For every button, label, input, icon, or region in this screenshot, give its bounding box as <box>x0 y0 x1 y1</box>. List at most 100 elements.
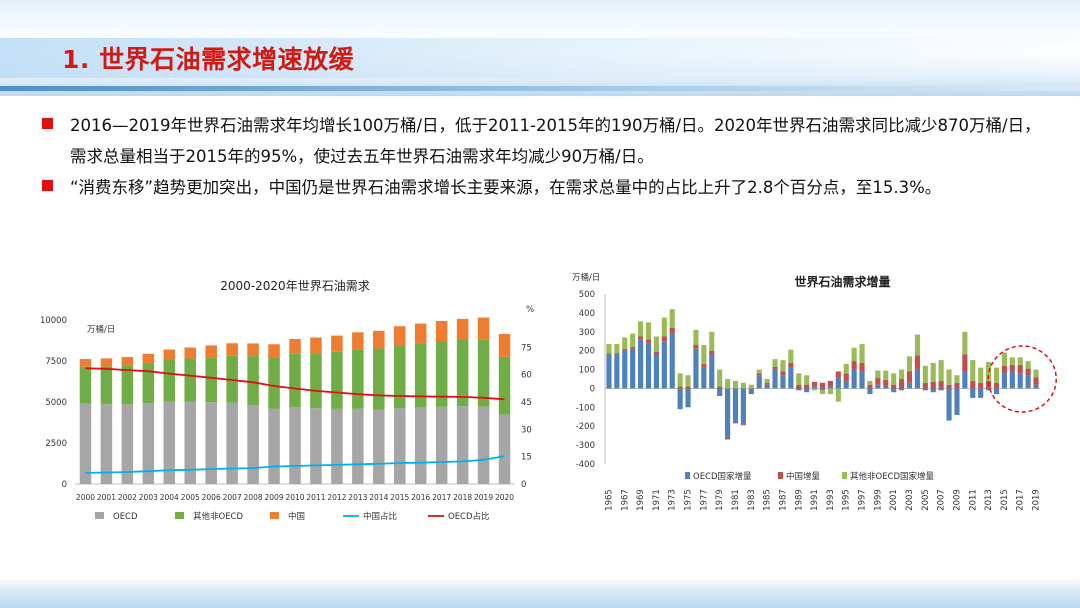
bar-segment <box>677 388 683 410</box>
bar-segment <box>764 382 770 385</box>
bar-segment <box>843 380 849 389</box>
bar-segment <box>827 388 833 395</box>
bar-segment <box>788 362 794 368</box>
bar-segment <box>685 388 691 408</box>
bar-segment <box>764 379 770 383</box>
bar-segment <box>780 360 786 372</box>
bar-segment <box>1017 357 1023 365</box>
bar-segment <box>693 348 699 389</box>
bar-segment <box>993 382 1000 389</box>
bar-segment <box>142 363 155 404</box>
x-tick-label: 1969 <box>636 489 646 511</box>
bar-segment <box>352 349 364 409</box>
bar-segment <box>883 379 889 387</box>
bar-segment <box>835 371 841 378</box>
bullet-text: “消费东移”趋势更加突出，中国仍是世界石油需求增长主要来源，在需求总量中的占比上… <box>70 178 942 197</box>
bar-segment <box>970 380 976 389</box>
bar-segment <box>748 388 754 395</box>
bar-segment <box>1001 373 1007 389</box>
bar-segment <box>100 404 113 484</box>
bar-segment <box>498 414 511 484</box>
bar-segment <box>827 380 833 387</box>
bar-segment <box>946 384 952 389</box>
x-tick-label: 2001 <box>97 493 116 502</box>
bar-segment <box>740 382 746 389</box>
x-tick-label: 2000 <box>76 493 95 502</box>
bar-segment <box>914 334 920 356</box>
bar-segment <box>289 353 301 408</box>
x-tick-label: 2002 <box>118 493 137 502</box>
bar-segment <box>756 375 762 389</box>
x-tick-label: 2018 <box>453 493 472 502</box>
legend-swatch <box>685 472 690 479</box>
bar-segment <box>906 371 913 383</box>
bar-segment <box>891 388 897 393</box>
bar-segment <box>606 353 612 355</box>
bar-segment <box>1033 369 1039 378</box>
x-tick-label: 2017 <box>1016 489 1026 511</box>
bar-segment <box>614 354 620 389</box>
x-tick-label: 2009 <box>265 493 284 502</box>
bar-segment <box>891 373 897 385</box>
bar-segment <box>310 337 322 354</box>
chart-title: 2000-2020年世界石油需求 <box>220 279 369 293</box>
bar-segment <box>456 340 469 407</box>
bar-segment <box>121 404 134 484</box>
bar-segment <box>414 323 427 344</box>
bullet-text: 2016—2019年世界石油需求年均增长100万桶/日，低于2011-2015年… <box>70 116 1041 166</box>
bar-segment <box>962 331 968 355</box>
bar-segment <box>184 401 196 484</box>
bar-segment <box>764 384 770 389</box>
bar-segment <box>394 345 406 409</box>
bar-segment <box>804 384 810 389</box>
highlight-circle <box>987 345 1057 413</box>
bar-segment <box>725 379 731 389</box>
bar-segment <box>978 367 984 383</box>
bar-segment <box>614 344 620 354</box>
bar-segment <box>978 382 984 389</box>
x-tick-label: 1997 <box>858 489 868 511</box>
bar-segment <box>748 384 754 389</box>
bar-segment <box>645 343 652 389</box>
bar-segment <box>79 366 92 404</box>
bar-segment <box>1009 371 1015 389</box>
y-tick-label: -400 <box>576 460 595 470</box>
bar-segment <box>780 375 786 389</box>
y-tick-label: 7500 <box>45 357 67 367</box>
bar-segment <box>352 408 364 484</box>
y-tick-label: 100 <box>579 366 595 376</box>
bar-segment <box>843 363 849 374</box>
bar-segment <box>970 360 976 381</box>
bar-segment <box>456 318 469 341</box>
bar-segment <box>677 373 683 387</box>
header-divider <box>0 86 1080 91</box>
bar-segment <box>79 359 92 367</box>
bar-segment <box>835 377 841 389</box>
bar-segment <box>394 408 406 484</box>
bar-segment <box>922 388 928 391</box>
bar-segment <box>930 381 936 389</box>
bar-segment <box>701 367 707 389</box>
left-axis-unit: 万桶/日 <box>87 324 115 335</box>
y2-tick-label: 0 <box>521 480 526 490</box>
bar-segment <box>772 359 778 367</box>
y-tick-label: 2500 <box>45 439 67 449</box>
bar-segment <box>638 339 644 389</box>
bar-segment <box>456 406 469 484</box>
right-axis-unit: % <box>526 305 534 315</box>
bar-segment <box>614 353 620 355</box>
x-tick-label: 1973 <box>668 489 678 511</box>
x-tick-label: 1993 <box>826 489 836 511</box>
bar-segment <box>669 333 675 389</box>
bar-segment <box>645 339 652 344</box>
bar-segment <box>669 328 675 334</box>
bar-segment <box>993 367 1000 383</box>
y-tick-label: 5000 <box>45 398 67 408</box>
bar-segment <box>645 322 652 340</box>
x-tick-label: 1971 <box>652 489 662 511</box>
y-tick-label: 0 <box>62 480 67 490</box>
bar-segment <box>685 375 691 387</box>
bar-segment <box>373 330 385 349</box>
y-tick-label: 500 <box>579 290 595 300</box>
bar-segment <box>685 386 691 389</box>
